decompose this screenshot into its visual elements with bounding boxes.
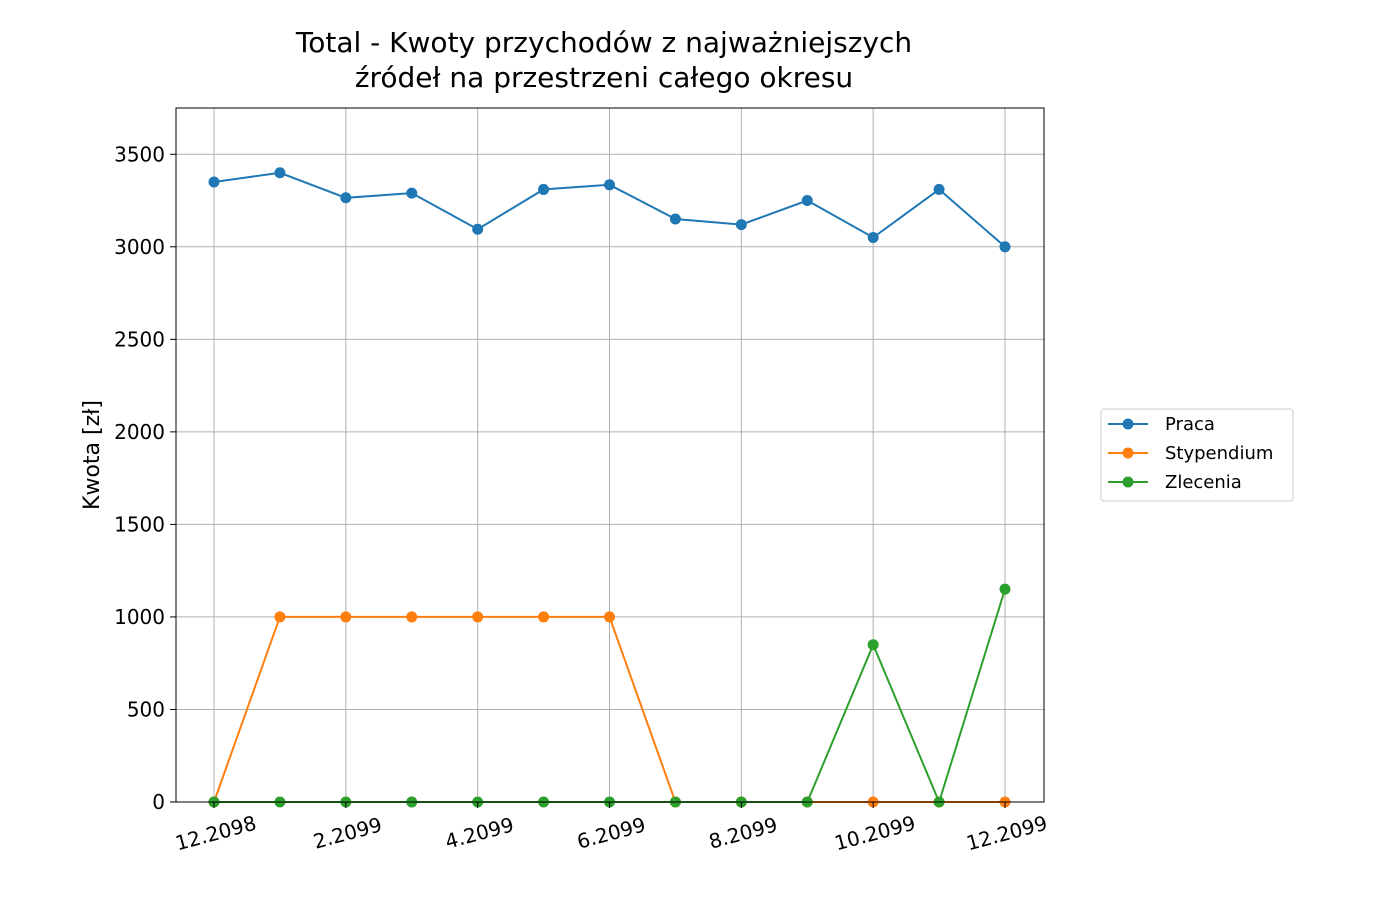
legend-label: Zlecenia (1165, 472, 1242, 493)
data-point (735, 219, 747, 231)
data-point (472, 223, 484, 235)
data-point (669, 213, 681, 225)
x-tick-label: 10.2099 (832, 811, 918, 856)
y-tick-label: 1000 (114, 605, 165, 629)
data-point (472, 611, 484, 623)
data-point (867, 232, 879, 244)
x-tick-label: 6.2099 (574, 812, 648, 853)
data-point (538, 183, 550, 195)
x-tick-label: 4.2099 (443, 812, 517, 853)
legend-marker (1122, 476, 1134, 488)
x-tick-label: 8.2099 (706, 812, 780, 853)
legend-label: Stypendium (1165, 443, 1273, 464)
x-axis: 12.2098 2.2099 4.2099 6.2099 8.2099 10.2099 12… (173, 802, 1050, 855)
data-point (340, 192, 352, 204)
data-point (538, 611, 550, 623)
y-tick-label: 3000 (114, 235, 165, 259)
legend-item: Stypendium (1108, 443, 1273, 464)
y-axis: 0 500 1000 1500 2000 2500 3000 3500 (114, 142, 176, 814)
data-point (406, 611, 418, 623)
x-tick-label: 12.2099 (964, 811, 1050, 856)
data-point (274, 611, 286, 623)
chart-title-line: źródeł na przestrzeni całego okresu (355, 61, 853, 94)
x-tick-label: 2.2099 (311, 812, 385, 853)
legend-marker (1122, 447, 1134, 459)
series-praca (208, 167, 1011, 253)
x-tick-label: 12.2098 (173, 811, 259, 856)
data-point (604, 611, 615, 623)
y-tick-label: 1500 (114, 512, 165, 536)
y-tick-label: 3500 (114, 142, 165, 166)
legend: Praca Stypendium Zlecenia (1100, 408, 1294, 502)
data-point (406, 187, 418, 199)
legend-label: Praca (1165, 414, 1215, 435)
data-point (604, 179, 615, 191)
chart-title-line: Total - Kwoty przychodów z najważniejszy… (295, 26, 912, 59)
chart-title: Total - Kwoty przychodów z najważniejszy… (295, 26, 912, 94)
data-point (340, 611, 352, 623)
y-tick-label: 0 (152, 790, 165, 814)
legend-item: Zlecenia (1108, 472, 1242, 493)
data-point (999, 241, 1011, 253)
y-axis-label: Kwota [zł] (80, 400, 105, 510)
legend-marker (1122, 418, 1134, 430)
legend-frame (1100, 408, 1294, 502)
data-point (801, 195, 813, 207)
y-tick-label: 2500 (114, 327, 165, 351)
data-point (867, 639, 879, 651)
data-point (274, 167, 286, 179)
data-point (999, 583, 1011, 595)
data-point (208, 176, 220, 188)
y-tick-label: 2000 (114, 420, 165, 444)
y-tick-label: 500 (127, 697, 165, 721)
data-point (933, 183, 945, 195)
legend-item: Praca (1108, 414, 1215, 435)
grid (176, 108, 1044, 803)
